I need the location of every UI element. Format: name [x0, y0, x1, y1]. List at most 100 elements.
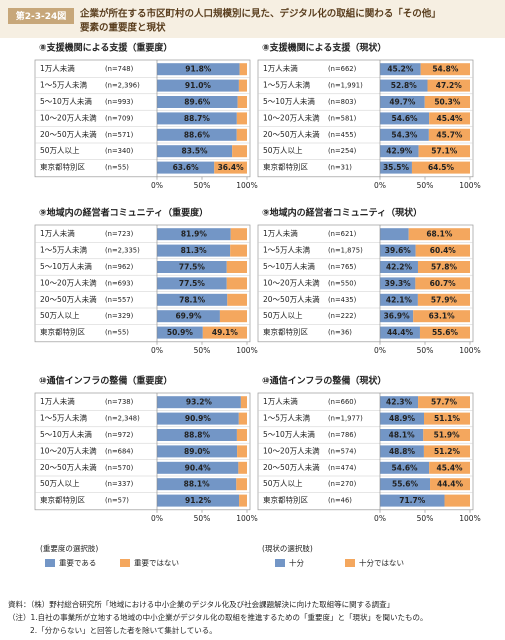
category-label: 東京都特別区	[263, 162, 308, 172]
bar-segment	[157, 396, 241, 409]
category-label: 10～20万人未満	[263, 277, 320, 287]
bar-segment	[380, 396, 419, 409]
bar-segment	[380, 293, 418, 306]
value-label: 63.6%	[173, 163, 200, 172]
value-label: 44.4%	[387, 328, 414, 337]
bar-segment	[380, 310, 414, 323]
value-label: 60.7%	[430, 279, 457, 288]
value-label: 88.7%	[184, 114, 211, 123]
sample-size: (n=1,991)	[328, 82, 363, 90]
category-label: 50万人以上	[263, 479, 303, 488]
category-label: 1～5万人未満	[263, 80, 311, 90]
bar-segment	[380, 429, 424, 441]
x-tick-label: 50%	[417, 514, 434, 523]
value-label: 55.6%	[432, 328, 459, 337]
legend-swatch	[345, 559, 355, 567]
bar-segment	[424, 412, 470, 425]
bar-segment	[157, 228, 231, 241]
sample-size: (n=962)	[105, 263, 134, 271]
category-label: 50万人以上	[40, 479, 80, 488]
category-label: 1万人未満	[40, 63, 75, 73]
sample-size: (n=660)	[328, 398, 357, 406]
bar-segment	[380, 326, 420, 339]
sample-size: (n=738)	[105, 398, 134, 406]
x-tick-label: 0%	[151, 181, 163, 190]
bar-segment	[157, 445, 238, 458]
sample-size: (n=570)	[105, 464, 134, 472]
value-label: 54.6%	[392, 114, 419, 123]
legend-title: (現状の選択肢)	[262, 543, 313, 553]
x-tick-label: 100%	[236, 514, 257, 523]
category-label: 20～50万人未満	[263, 462, 320, 472]
value-label: 47.2%	[436, 81, 463, 90]
legend-title: (重要度の選択肢)	[40, 543, 98, 553]
bar-segment	[423, 445, 470, 458]
sample-size: (n=2,335)	[105, 247, 140, 255]
sample-size: (n=803)	[328, 98, 357, 106]
sample-size: (n=550)	[328, 279, 357, 287]
bar-segment	[240, 396, 247, 409]
category-label: 5～10万人未満	[263, 261, 315, 271]
value-label: 77.5%	[179, 263, 206, 272]
category-label: 5～10万人未満	[263, 429, 315, 439]
category-label: 東京都特別区	[40, 162, 85, 172]
x-tick-label: 0%	[151, 514, 163, 523]
sample-size: (n=46)	[328, 497, 352, 505]
bar-segment	[226, 261, 247, 273]
plot-frame	[34, 59, 251, 178]
bar-segment	[430, 478, 470, 491]
category-label: 20～50万人未満	[40, 294, 97, 304]
bar-segment	[238, 79, 247, 92]
value-label: 69.9%	[175, 312, 202, 321]
legend-label: 重要である	[59, 559, 96, 568]
sample-size: (n=340)	[105, 147, 134, 155]
bar-segment	[413, 310, 470, 323]
category-label: 50万人以上	[40, 146, 80, 155]
plot-frame	[34, 392, 251, 511]
bar-segment	[157, 244, 231, 257]
legend-swatch	[275, 559, 285, 567]
bar-segment	[238, 461, 247, 474]
bar-segment	[237, 96, 247, 108]
sample-size: (n=474)	[328, 464, 357, 472]
value-label: 54.8%	[432, 65, 459, 74]
sample-size: (n=693)	[105, 279, 134, 287]
value-label: 42.2%	[386, 263, 413, 272]
bar-segment	[380, 445, 424, 458]
bar-segment	[227, 293, 247, 306]
bar-segment	[157, 96, 238, 108]
x-tick-label: 50%	[194, 346, 211, 355]
value-label: 36.9%	[384, 312, 411, 321]
bar-segment	[157, 293, 228, 306]
value-label: 42.9%	[386, 147, 413, 156]
bar-segment	[157, 412, 239, 425]
sample-size: (n=684)	[105, 447, 134, 455]
bar-segment	[429, 461, 470, 474]
value-label: 49.7%	[389, 98, 416, 107]
sample-size: (n=993)	[105, 98, 134, 106]
value-label: 45.4%	[437, 463, 464, 472]
value-label: 44.4%	[437, 480, 464, 489]
value-label: 57.8%	[431, 263, 458, 272]
bar-segment	[380, 244, 416, 257]
sample-size: (n=455)	[328, 131, 357, 139]
bar-segment	[380, 63, 421, 76]
bar-segment	[230, 244, 247, 257]
bar-segment	[157, 461, 239, 474]
sample-size: (n=2,396)	[105, 82, 140, 90]
header-band	[0, 0, 505, 38]
sample-size: (n=748)	[105, 65, 134, 73]
category-label: 5～10万人未満	[40, 429, 92, 439]
category-label: 東京都特別区	[40, 327, 85, 337]
value-label: 91.0%	[185, 81, 212, 90]
category-label: 1～5万人未満	[40, 245, 88, 255]
value-label: 39.6%	[385, 246, 412, 255]
category-label: 10～20万人未満	[40, 277, 97, 287]
bar-segment	[444, 494, 470, 507]
value-label: 60.4%	[430, 246, 457, 255]
value-label: 93.2%	[186, 398, 213, 407]
category-label: 10～20万人未満	[263, 112, 320, 122]
bar-segment	[238, 412, 247, 425]
sample-size: (n=709)	[105, 114, 134, 122]
x-tick-label: 0%	[374, 181, 386, 190]
